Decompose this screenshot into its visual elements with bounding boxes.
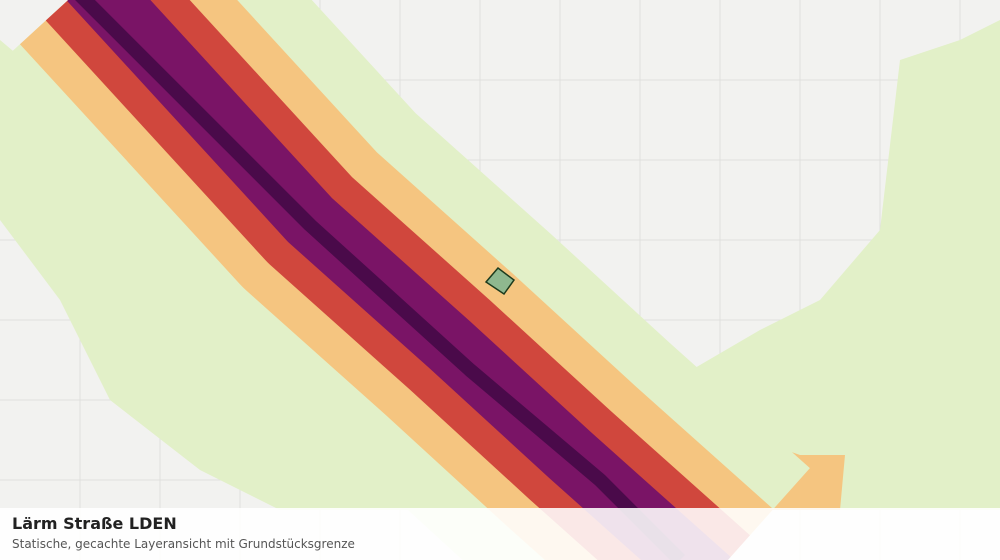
noise-band-core <box>75 0 685 560</box>
layer-title: Lärm Straße LDEN <box>12 514 177 533</box>
info-panel: Lärm Straße LDEN Statische, gecachte Lay… <box>0 508 1000 560</box>
noise-bands <box>0 0 810 560</box>
noise-zone-low <box>640 20 1000 510</box>
layer-subtitle: Statische, gecachte Layeransicht mit Gru… <box>12 537 355 551</box>
parcel-boundary <box>484 266 516 296</box>
